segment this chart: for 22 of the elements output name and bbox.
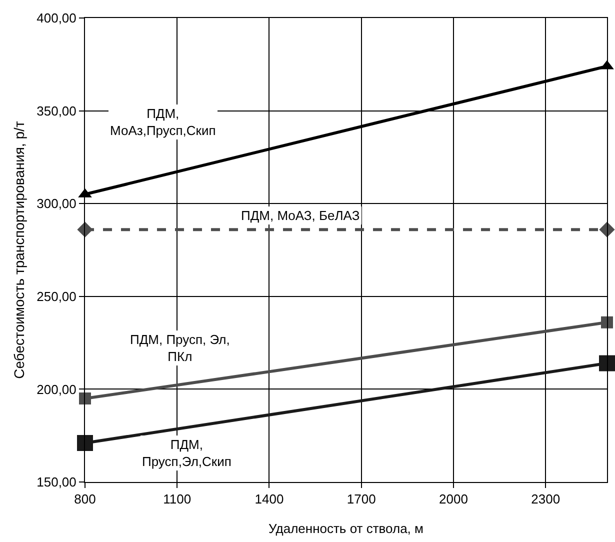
x-tick-label: 2000 [439, 492, 468, 507]
x-tick-label: 2300 [531, 492, 560, 507]
x-tick-label: 1700 [346, 492, 376, 507]
series-label: ПДМ, МоАз,Прусп,Скип [110, 106, 216, 138]
x-axis-title: Удаленность от ствола, м [268, 521, 424, 536]
y-tick-label: 150,00 [36, 474, 76, 490]
y-tick-label: 250,00 [36, 288, 76, 304]
series-label: ПДМ, Прусп, Эл, ПКл [130, 332, 230, 364]
y-tick-label: 300,00 [36, 196, 76, 212]
point [77, 435, 93, 452]
series-label: ПДМ, МоАЗ, БеЛАЗ [241, 208, 360, 223]
y-tick-label: 200,00 [36, 382, 76, 397]
y-tick-label: 350,00 [36, 103, 76, 118]
point [79, 392, 91, 404]
x-tick-label: 1100 [163, 492, 192, 507]
point [599, 355, 615, 372]
series-label: ПДМ, Прусп,Эл,Скип [142, 437, 232, 469]
x-tick-label: 800 [74, 492, 96, 507]
point [601, 316, 613, 328]
y-axis-title: Себестоимость транспортирования, р/т [11, 120, 28, 379]
x-tick-label: 1400 [254, 492, 284, 507]
y-tick-label: 400,00 [36, 10, 76, 26]
